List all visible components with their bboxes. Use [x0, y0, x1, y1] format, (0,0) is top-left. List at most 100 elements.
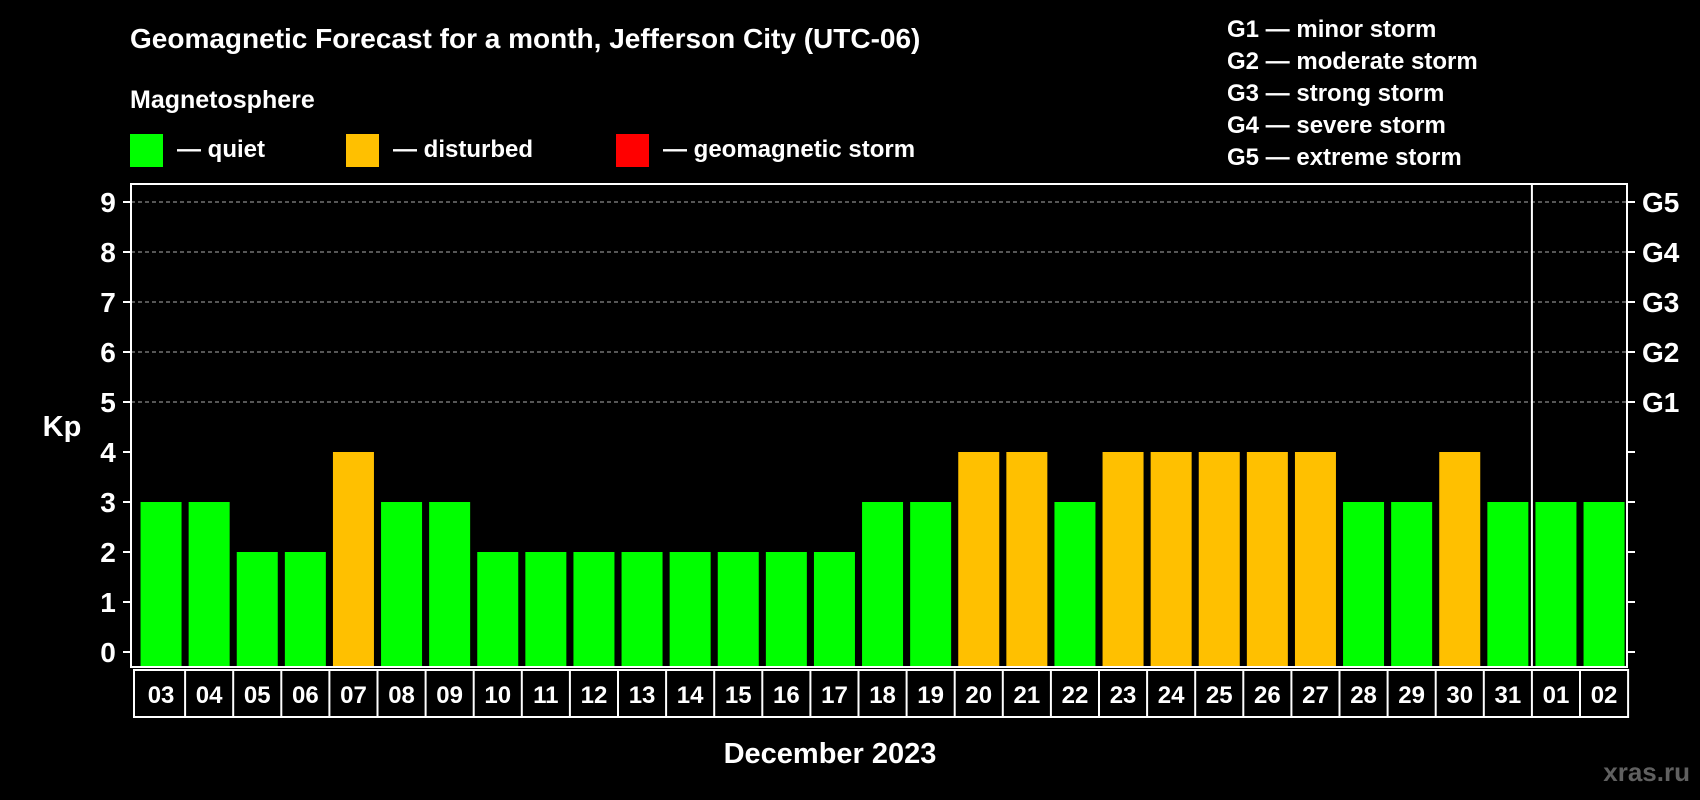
y-axis-label: Kp — [43, 411, 82, 443]
date-label: 18 — [869, 682, 896, 709]
bar — [429, 502, 471, 667]
bar — [332, 452, 374, 667]
y-tick-label: 4 — [100, 437, 116, 468]
date-label: 20 — [965, 682, 992, 709]
bars — [140, 452, 1625, 667]
date-label: 04 — [196, 682, 223, 709]
bar — [765, 552, 807, 667]
y-tick-label: 0 — [100, 637, 116, 668]
legend-quiet-swatch — [130, 134, 163, 167]
y-tick-label: 6 — [100, 337, 116, 368]
bar — [1343, 502, 1385, 667]
bar — [1391, 502, 1433, 667]
y-tick-label: 2 — [100, 537, 116, 568]
date-label: 03 — [148, 682, 175, 709]
date-label: 27 — [1302, 682, 1329, 709]
y-tick-label: 1 — [100, 587, 116, 618]
date-label: 01 — [1543, 682, 1570, 709]
bar — [236, 552, 278, 667]
date-label: 24 — [1158, 682, 1185, 709]
date-label: 02 — [1591, 682, 1618, 709]
bar — [1150, 452, 1192, 667]
grid-lines — [131, 201, 1627, 403]
date-label: 19 — [917, 682, 944, 709]
y-tick-label: 8 — [100, 237, 116, 268]
y-tick-label: 3 — [100, 487, 116, 518]
bar — [525, 552, 567, 667]
bar — [862, 502, 904, 667]
legend-storm-label: — geomagnetic storm — [663, 136, 915, 163]
bar — [1054, 502, 1096, 667]
bar — [140, 502, 182, 667]
g-scale-tick-label: G3 — [1642, 287, 1679, 318]
date-label: 17 — [821, 682, 848, 709]
g-scale-g5: G5 — extreme storm — [1227, 144, 1462, 171]
date-label: 26 — [1254, 682, 1281, 709]
date-label: 11 — [533, 682, 558, 709]
bar — [1198, 452, 1240, 667]
date-label: 08 — [388, 682, 415, 709]
bar — [1006, 452, 1048, 667]
g-scale-g3: G3 — strong storm — [1227, 80, 1444, 107]
axes: 0 1 2 3 4 5 6 7 8 9 G1 G2 G3 G4 G5 — [100, 183, 1680, 668]
y-tick-label: 9 — [100, 187, 116, 218]
y-tick-label: 5 — [100, 387, 116, 418]
bar — [1294, 452, 1336, 667]
date-row-frame — [133, 669, 1630, 718]
legend-title: Magnetosphere — [130, 86, 315, 114]
legend-quiet-label: — quiet — [177, 136, 265, 163]
date-label: 23 — [1110, 682, 1137, 709]
x-axis-label: December 2023 — [724, 738, 937, 770]
bar — [717, 552, 759, 667]
g-scale-g2: G2 — moderate storm — [1227, 48, 1478, 75]
bar — [1487, 502, 1529, 667]
date-label: 31 — [1494, 682, 1521, 709]
date-label: 05 — [244, 682, 271, 709]
g-scale-tick-label: G1 — [1642, 387, 1679, 418]
bar — [1246, 452, 1288, 667]
date-label: 15 — [725, 682, 752, 709]
bar — [477, 552, 519, 667]
bar — [621, 552, 663, 667]
bar — [958, 452, 1000, 667]
legend-storm-swatch — [616, 134, 649, 167]
date-label: 21 — [1013, 682, 1040, 709]
bar — [284, 552, 326, 667]
date-label: 14 — [677, 682, 704, 709]
g-scale-g4: G4 — severe storm — [1227, 112, 1446, 139]
date-label: 22 — [1062, 682, 1089, 709]
y-tick-label: 7 — [100, 287, 116, 318]
date-label: 16 — [773, 682, 800, 709]
bar — [573, 552, 615, 667]
plot-frame — [130, 183, 1628, 668]
date-label: 13 — [629, 682, 656, 709]
date-label: 28 — [1350, 682, 1377, 709]
legend-disturbed-swatch — [346, 134, 379, 167]
date-label: 12 — [581, 682, 608, 709]
date-row: 03 04 05 06 07 08 09 10 11 12 13 14 15 16 17 18 19 20 21 22… — [133, 669, 1630, 718]
bar — [381, 502, 423, 667]
bar — [1535, 502, 1577, 667]
bar — [1102, 452, 1144, 667]
date-label: 25 — [1206, 682, 1233, 709]
g-scale-tick-label: G5 — [1642, 187, 1679, 218]
date-label: 07 — [340, 682, 367, 709]
date-label: 09 — [436, 682, 463, 709]
bar — [1583, 502, 1625, 667]
g-scale-tick-label: G4 — [1642, 237, 1680, 268]
watermark: xras.ru — [1603, 757, 1690, 787]
g-scale-tick-label: G2 — [1642, 337, 1679, 368]
bar — [910, 502, 952, 667]
date-label: 06 — [292, 682, 319, 709]
bar — [813, 552, 855, 667]
date-label: 10 — [484, 682, 511, 709]
legend-disturbed-label: — disturbed — [393, 136, 533, 163]
bar — [1439, 452, 1481, 667]
date-label: 29 — [1398, 682, 1425, 709]
g-scale-g1: G1 — minor storm — [1227, 16, 1436, 43]
bar — [188, 502, 230, 667]
date-label: 30 — [1446, 682, 1473, 709]
bar — [669, 552, 711, 667]
chart-title: Geomagnetic Forecast for a month, Jeffer… — [130, 23, 920, 54]
